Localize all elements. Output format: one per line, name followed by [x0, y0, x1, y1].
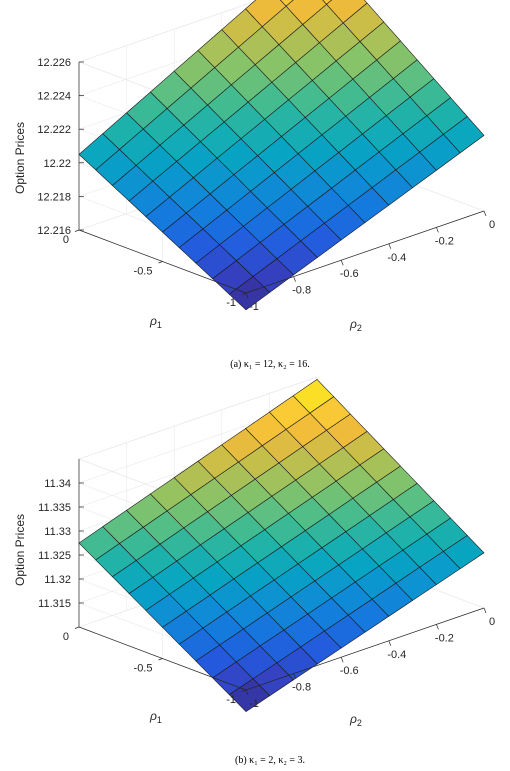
x-tick-label: -0.5 [134, 266, 153, 278]
surface-patch [443, 535, 485, 570]
y-tick [293, 673, 296, 679]
surface-a [78, 0, 485, 311]
x-axis-label-b: ρ1 [149, 709, 162, 725]
x-tick [158, 261, 163, 264]
y-axis-line [245, 210, 485, 294]
y-tick-label: -0.4 [387, 649, 406, 661]
y-tick [436, 227, 439, 233]
caption-b: (b) κ₁ = 2, κ₂ = 3. [235, 755, 305, 766]
z-tick-label: 11.32 [44, 574, 71, 586]
surface-plot-b: 11.315 11.32 11.325 11.33 11.335 11.34 0 -0.5 -1… [13, 376, 495, 766]
x-tick-label: -1 [226, 694, 236, 706]
axes-edge [78, 376, 318, 460]
z-tick-label: 11.335 [38, 502, 71, 514]
caption-a: (a) κ₁ = 12, κ₂ = 16. [230, 359, 309, 370]
y-tick-label: -0.2 [435, 632, 454, 644]
z-tick-label: 11.34 [44, 478, 71, 490]
z-tick-label: 12.22 [43, 158, 71, 170]
surface-plot-a: 12.216 12.218 12.22 12.222 12.224 12.226 0 -0.5… [13, 0, 495, 370]
x-tick [74, 626, 80, 629]
z-tick-label: 11.33 [44, 526, 71, 538]
y-tick [483, 210, 487, 217]
z-tick-label: 12.218 [37, 191, 71, 203]
x-tick-label: 0 [63, 234, 69, 246]
y-tick [340, 260, 344, 266]
ticks-a: 12.216 12.218 12.22 12.222 12.224 12.226 0 -0.5… [37, 57, 495, 313]
x-tick-label: -1 [226, 297, 236, 309]
y-tick-label: -0.2 [435, 235, 454, 247]
y-tick-label: -1 [249, 698, 259, 710]
y-tick [245, 689, 249, 696]
y-tick-label: -0.6 [340, 268, 359, 280]
x-tick [241, 689, 247, 692]
x-tick-label: 0 [63, 631, 69, 643]
z-tick-label: 12.222 [37, 124, 71, 136]
surface-b [78, 379, 485, 712]
x-tick [158, 658, 163, 661]
surface-patch [443, 116, 485, 154]
y-tick-label: -0.6 [340, 665, 359, 677]
z-axis-label-b: Option Prices [13, 514, 27, 586]
surface-patch [280, 0, 294, 7]
x-axis-label-a: ρ1 [149, 314, 162, 330]
y-tick-label: -1 [249, 301, 259, 313]
y-axis-line [245, 607, 485, 691]
y-tick-label: -0.8 [292, 285, 311, 297]
y-tick [245, 292, 249, 299]
y-tick [388, 640, 392, 646]
surface-patch [322, 0, 333, 5]
y-tick-label: -0.8 [292, 682, 311, 694]
y-tick [340, 657, 344, 663]
x-tick-label: -0.5 [134, 663, 153, 675]
y-tick-label: 0 [489, 219, 495, 231]
y-tick [436, 624, 439, 630]
z-tick-label: 12.224 [37, 91, 71, 103]
z-tick-label: 11.325 [38, 550, 71, 562]
x-tick [74, 229, 80, 232]
ticks-b: 11.315 11.32 11.325 11.33 11.335 11.34 0 -0.5 -1… [38, 459, 495, 710]
y-axis-label-b: ρ2 [349, 712, 362, 728]
y-tick [483, 607, 487, 614]
y-tick-label: -0.4 [387, 252, 406, 264]
y-axis-label-a: ρ2 [349, 317, 362, 333]
z-tick-label: 11.315 [38, 598, 71, 610]
z-tick-label: 12.226 [37, 57, 71, 69]
x-tick [241, 292, 247, 295]
z-tick-label: 12.216 [37, 225, 71, 237]
y-tick [293, 276, 296, 282]
y-tick [388, 243, 392, 249]
z-axis-label-a: Option Prices [13, 122, 27, 194]
y-tick-label: 0 [489, 616, 495, 628]
